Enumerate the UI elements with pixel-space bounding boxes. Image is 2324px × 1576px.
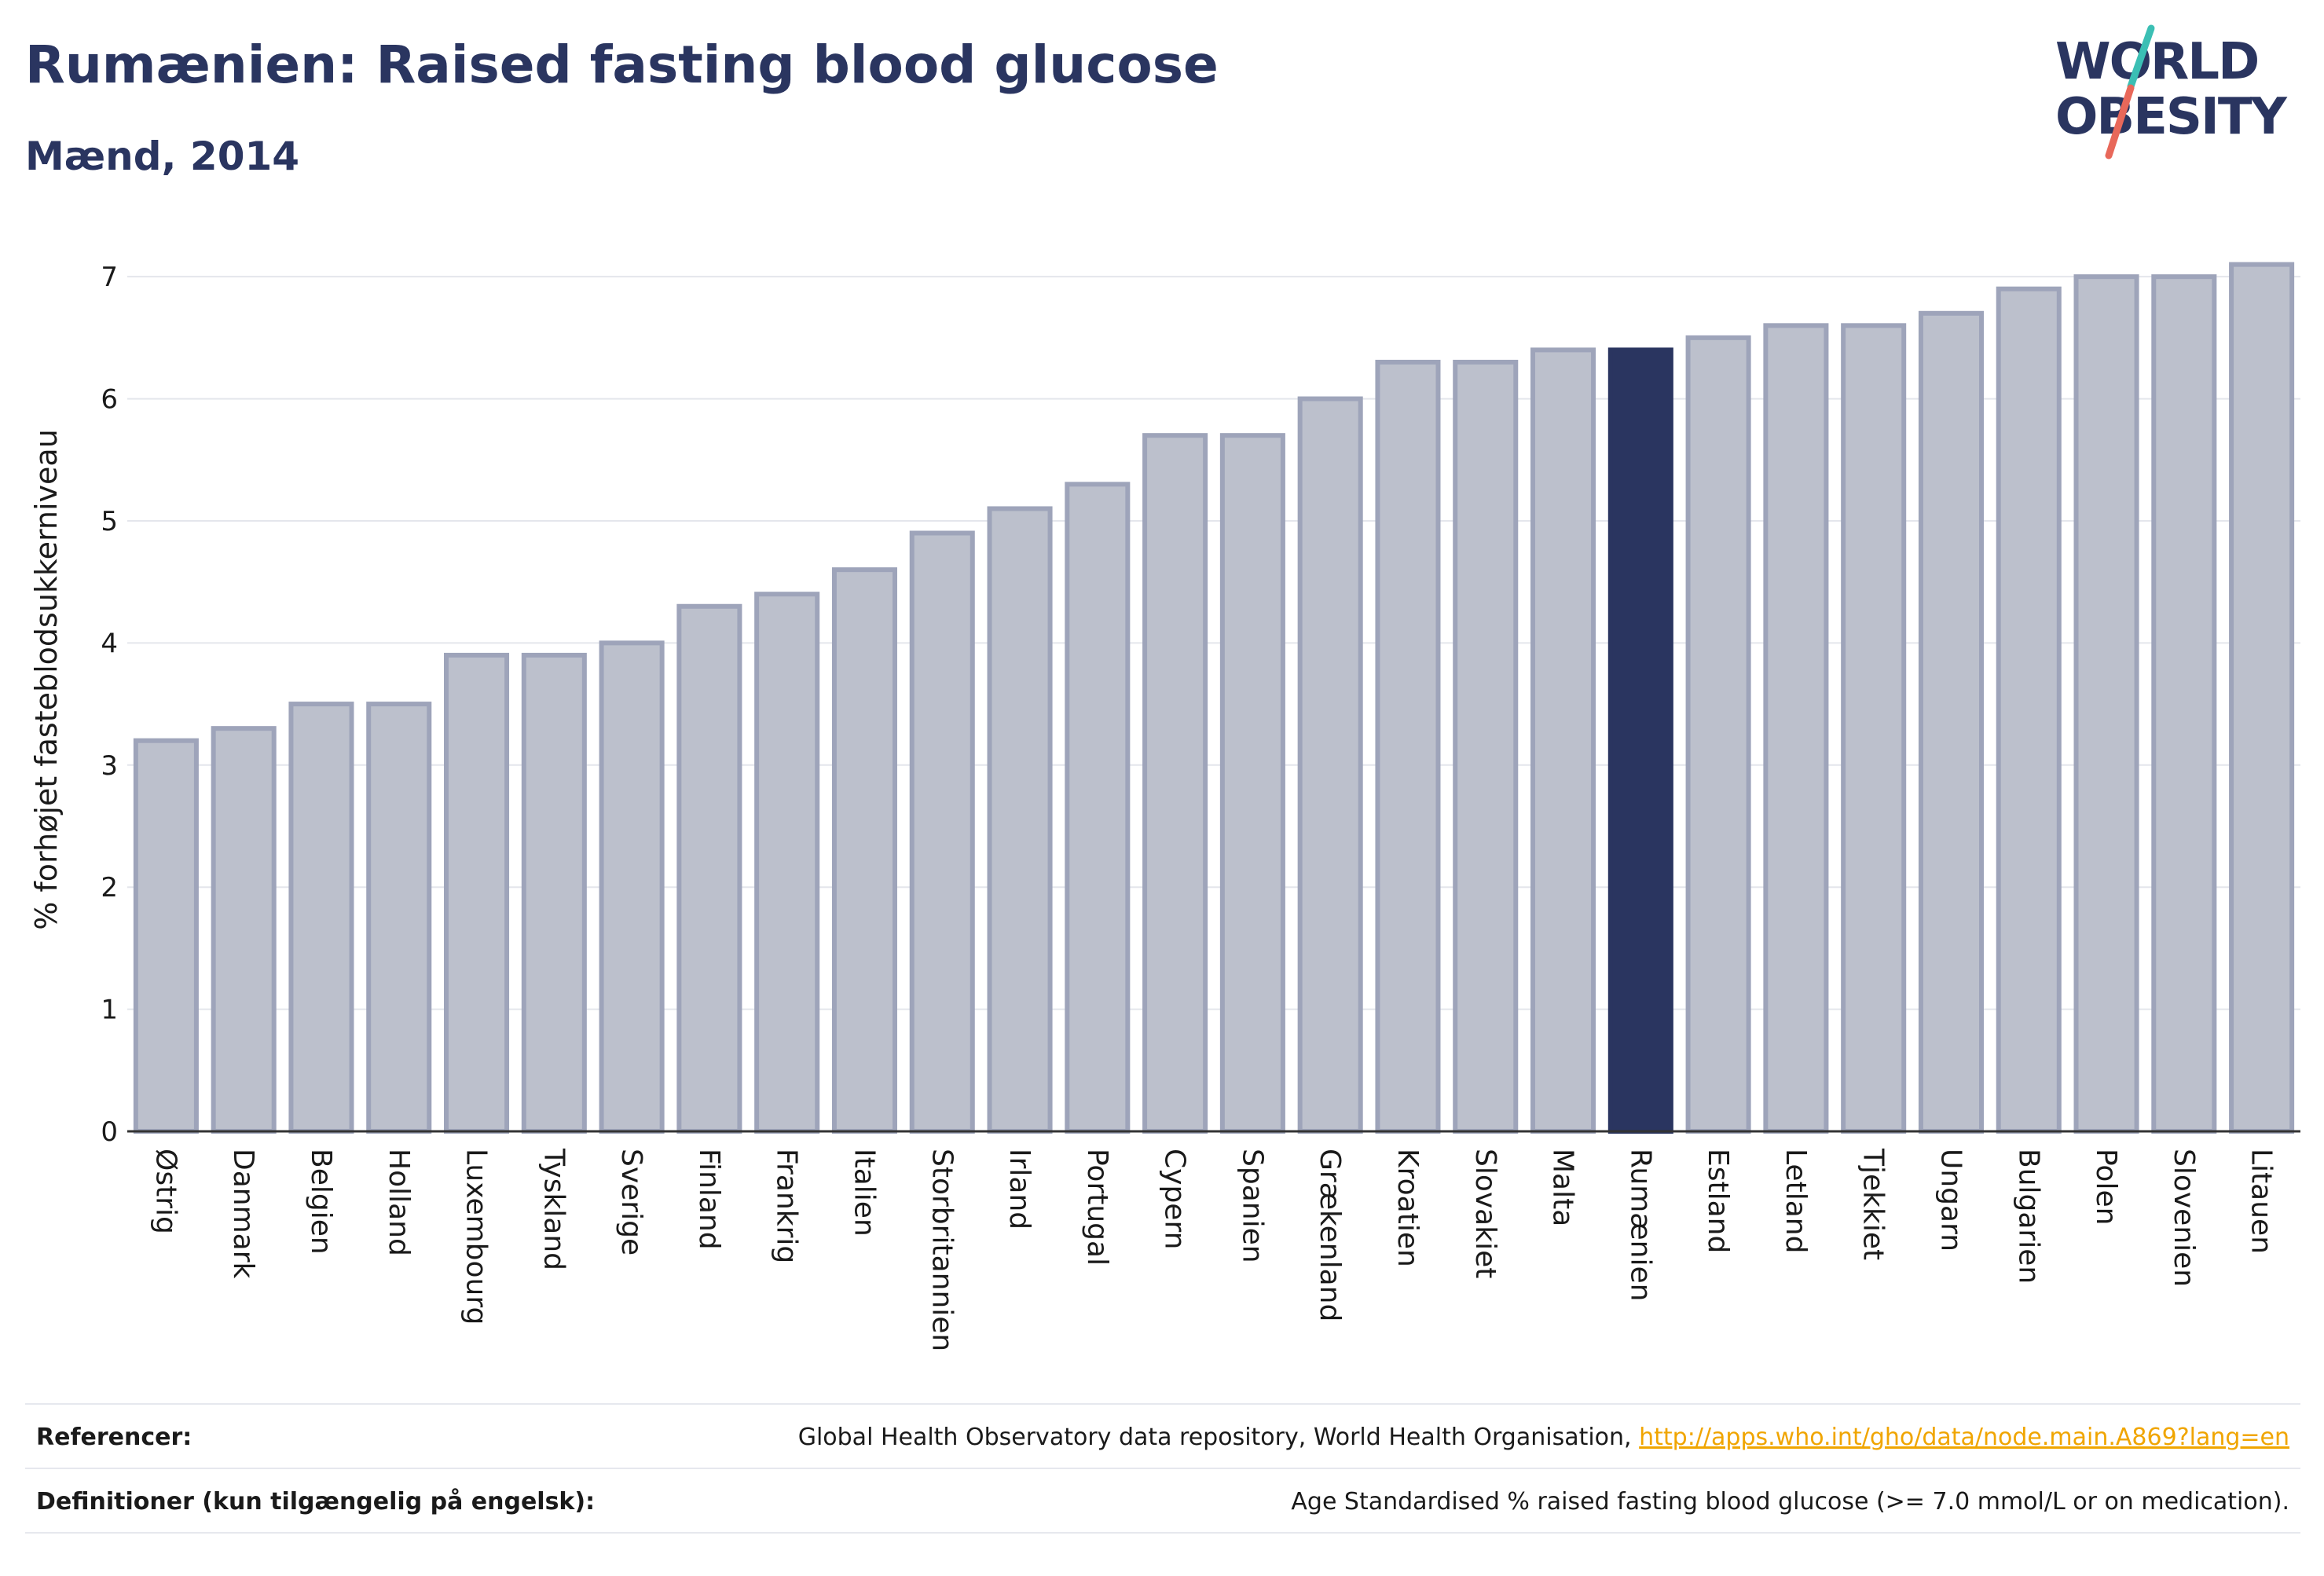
x-tick-label: Tjekkiet: [1857, 1148, 1890, 1260]
x-tick-label: Storbritannien: [926, 1149, 958, 1351]
chart-title: Rumænien: Raised fasting blood glucose: [25, 35, 1219, 95]
logo-text-obesity: OBESITY: [2055, 88, 2287, 146]
bar-cypern: [1142, 433, 1208, 1134]
x-tick-label: Luxembourg: [460, 1149, 493, 1325]
bar-chart: 0 1 2 3 4 5 6 7 % forhøjet fasteblodsukkerniveau…: [29, 262, 2300, 1351]
bar-storbritannien: [909, 530, 975, 1134]
world-obesity-logo: WORLD OBESITY: [2055, 24, 2289, 159]
chart-subtitle: Mænd, 2014: [25, 134, 300, 179]
references-row: Referencer: Global Health Observatory da…: [25, 1403, 2300, 1469]
bar-holland: [366, 702, 432, 1134]
x-tick-label: Cypern: [1159, 1149, 1191, 1249]
x-tick-label: Spanien: [1236, 1149, 1268, 1263]
bar-estland: [1685, 335, 1751, 1134]
bar-portugal: [1065, 482, 1131, 1134]
x-tick-label: Finland: [693, 1149, 725, 1250]
x-tick-label: Bulgarien: [2012, 1149, 2044, 1284]
y-tick-label: 2: [101, 872, 118, 903]
bar-slovakiet: [1453, 359, 1519, 1134]
x-tick-label: Holland: [383, 1149, 415, 1256]
references-link[interactable]: http://apps.who.int/gho/data/node.main.A…: [1639, 1423, 2289, 1451]
x-tick-label: Italien: [848, 1149, 880, 1237]
x-tick-label: Irland: [1003, 1149, 1036, 1230]
bar-danmark: [211, 726, 277, 1134]
y-tick-label: 1: [101, 995, 118, 1026]
x-tick-label: Frankrig: [771, 1149, 803, 1263]
bar-tjekkiet: [1841, 323, 1907, 1134]
y-tick-label: 7: [101, 262, 118, 293]
x-tick-label: Kroatien: [1391, 1149, 1424, 1267]
logo-text-world: WORLD: [2055, 33, 2258, 91]
references-text: Global Health Observatory data repositor…: [797, 1423, 1632, 1451]
bar-finland: [676, 603, 742, 1134]
bar-slovenien: [2151, 274, 2217, 1134]
references-label: Referencer:: [36, 1423, 192, 1451]
references-value: Global Health Observatory data repositor…: [798, 1424, 2300, 1451]
bar-spanien: [1219, 433, 1285, 1134]
y-tick-label: 4: [101, 628, 118, 659]
x-tick-label: Polen: [2090, 1149, 2122, 1225]
x-tick-label: Ungarn: [1934, 1149, 1967, 1252]
x-tick-label: Letland: [1780, 1149, 1812, 1253]
bar-luxembourg: [444, 652, 510, 1134]
x-tick-label: Grækenland: [1314, 1149, 1346, 1321]
bar-irland: [987, 506, 1053, 1134]
bar-frankrig: [754, 592, 820, 1134]
footer-bottom-divider: [25, 1532, 2300, 1534]
logo-slash-teal: [2127, 24, 2155, 90]
x-tick-label: Slovakiet: [1469, 1149, 1501, 1278]
x-tick-label: Sverige: [615, 1149, 647, 1255]
bar-ungarn: [1918, 310, 1984, 1134]
y-axis-label: % forhøjet fasteblodsukkerniveau: [29, 429, 64, 930]
y-tick-label: 0: [101, 1116, 118, 1148]
definitions-text: Age Standardised % raised fasting blood …: [1291, 1487, 2289, 1516]
bar-letland: [1763, 323, 1829, 1134]
bar-litauen: [2229, 262, 2295, 1134]
bar-kroatien: [1375, 359, 1441, 1134]
y-tick-label: 3: [101, 750, 118, 782]
bar-polen: [2073, 274, 2139, 1134]
x-tick-label: Litauen: [2245, 1149, 2278, 1254]
logo-slash-red: [2105, 84, 2135, 159]
bar-malta: [1530, 347, 1596, 1134]
x-tick-label: Østrig: [149, 1149, 181, 1234]
x-tick-label: Slovenien: [2168, 1149, 2200, 1287]
y-tick-label: 5: [101, 506, 118, 537]
bar-tyskland: [521, 652, 587, 1134]
y-tick-label: 6: [101, 384, 118, 416]
x-tick-label: Belgien: [305, 1149, 337, 1255]
bar-rumænien: [1607, 347, 1673, 1134]
x-tick-label: Portugal: [1081, 1149, 1113, 1266]
bar-grækenland: [1297, 396, 1363, 1134]
x-tick-label: Malta: [1547, 1149, 1579, 1226]
bar-belgien: [288, 702, 354, 1134]
x-tick-label: Estland: [1702, 1149, 1734, 1253]
definitions-label: Definitioner (kun tilgængelig på engelsk…: [36, 1487, 596, 1516]
bar-italien: [831, 567, 897, 1134]
x-tick-label: Tyskland: [537, 1148, 570, 1270]
x-tick-label: Rumænien: [1624, 1149, 1656, 1301]
bar-bulgarien: [1996, 286, 2062, 1134]
bar-sverige: [599, 640, 665, 1134]
x-tick-label: Danmark: [227, 1149, 259, 1279]
bar-østrig: [133, 738, 199, 1134]
definitions-row: Definitioner (kun tilgængelig på engelsk…: [25, 1468, 2300, 1534]
